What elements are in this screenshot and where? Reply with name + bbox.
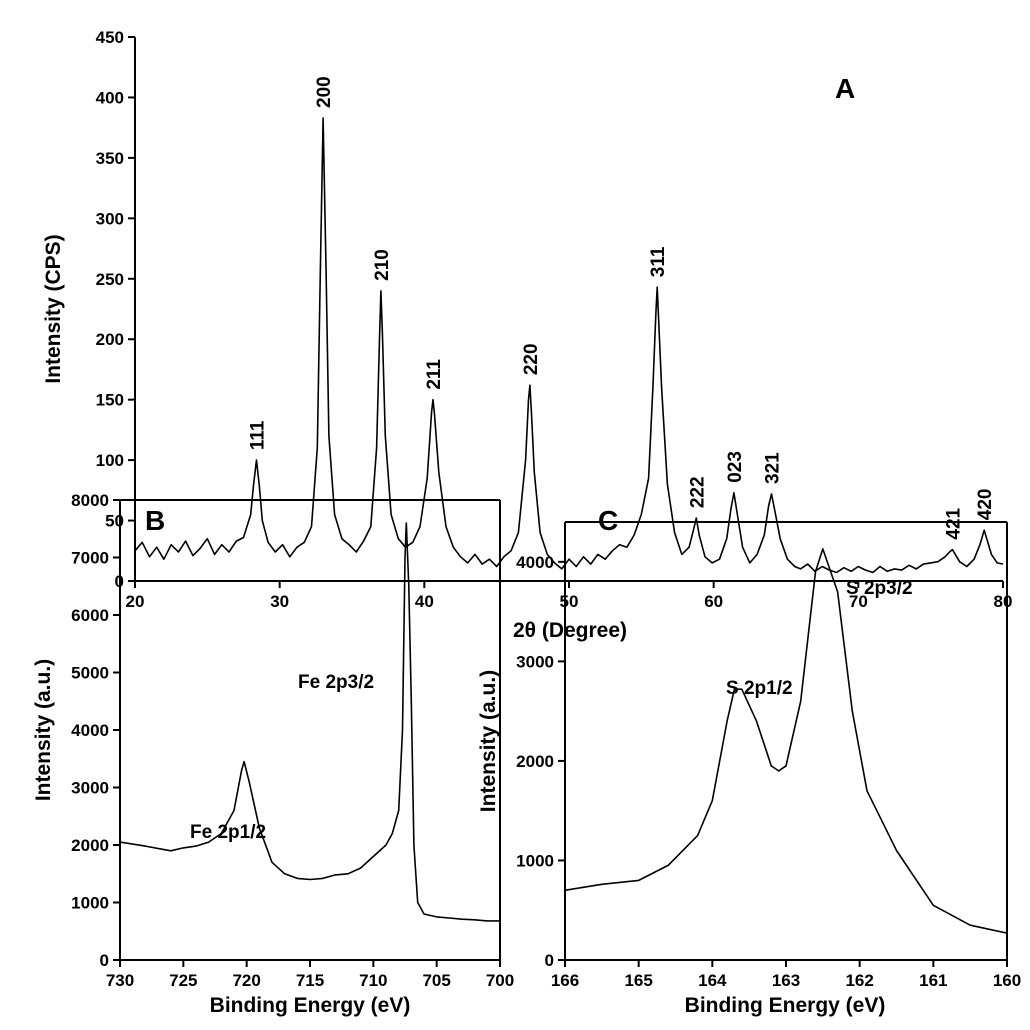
x-axis-label: Binding Energy (eV) — [685, 994, 886, 1017]
y-tick-label: 8000 — [71, 491, 109, 510]
y-tick-label: 4000 — [71, 721, 109, 740]
x-axis-label: Binding Energy (eV) — [210, 994, 411, 1017]
y-axis-label: Intensity (CPS) — [42, 234, 65, 383]
peak-label: 023 — [725, 451, 746, 483]
x-tick-label: 163 — [772, 971, 800, 990]
x-tick-label: 160 — [993, 971, 1021, 990]
x-tick-label: 710 — [359, 971, 387, 990]
data-line — [134, 117, 1004, 574]
x-tick-label: 80 — [994, 592, 1013, 611]
y-tick-label: 3000 — [71, 779, 109, 798]
x-tick-label: 70 — [849, 592, 868, 611]
y-tick-label: 0 — [100, 951, 109, 970]
y-tick-label: 250 — [96, 270, 124, 289]
panel-label: C — [598, 505, 618, 536]
x-tick-label: 50 — [560, 592, 579, 611]
y-tick-label: 0 — [545, 951, 554, 970]
y-tick-label: 150 — [96, 391, 124, 410]
x-tick-label: 730 — [106, 971, 134, 990]
x-tick-label: 40 — [415, 592, 434, 611]
peak-label: 220 — [521, 343, 542, 375]
y-tick-label: 3000 — [516, 652, 554, 671]
y-axis-label: Intensity (a.u.) — [32, 659, 55, 801]
x-tick-label: 60 — [704, 592, 723, 611]
x-tick-label: 161 — [919, 971, 947, 990]
y-tick-label: 200 — [96, 330, 124, 349]
x-tick-label: 705 — [422, 971, 450, 990]
x-tick-label: 164 — [698, 971, 727, 990]
peak-label: 222 — [687, 476, 708, 508]
peak-label: 200 — [314, 76, 335, 108]
y-tick-label: 2000 — [71, 836, 109, 855]
peak-label: 420 — [975, 489, 996, 521]
y-tick-label: 7000 — [71, 549, 109, 568]
y-tick-label: 300 — [96, 209, 124, 228]
y-tick-label: 350 — [96, 149, 124, 168]
peak-label: 321 — [763, 452, 784, 484]
y-tick-label: 1000 — [71, 894, 109, 913]
peak-label: 311 — [648, 246, 669, 277]
y-tick-label: 100 — [96, 451, 124, 470]
panel-label: A — [835, 73, 855, 104]
data-line — [119, 522, 500, 922]
peak-label: 211 — [424, 359, 445, 390]
x-tick-label: 20 — [126, 592, 145, 611]
peak-label: 421 — [943, 507, 964, 539]
data-line — [564, 548, 1008, 934]
x-tick-label: 715 — [296, 971, 324, 990]
x-tick-label: 725 — [169, 971, 197, 990]
peak-label: S 2p3/2 — [846, 578, 913, 599]
x-axis-label: 2θ (Degree) — [513, 619, 627, 642]
peak-label: 210 — [372, 249, 393, 281]
x-tick-label: 30 — [270, 592, 289, 611]
x-tick-label: 700 — [486, 971, 514, 990]
peak-label: Fe 2p1/2 — [190, 822, 266, 843]
x-tick-label: 166 — [551, 971, 579, 990]
x-tick-label: 165 — [624, 971, 652, 990]
y-tick-label: 1000 — [516, 851, 554, 870]
y-tick-label: 2000 — [516, 752, 554, 771]
y-tick-label: 50 — [105, 512, 124, 531]
y-axis-label: Intensity (a.u.) — [477, 670, 500, 812]
y-tick-label: 6000 — [71, 606, 109, 625]
panel-label: B — [145, 505, 165, 536]
peak-label: 111 — [248, 420, 269, 450]
y-tick-label: 5000 — [71, 664, 109, 683]
x-tick-label: 720 — [232, 971, 260, 990]
y-tick-label: 450 — [96, 28, 124, 47]
peak-label: Fe 2p3/2 — [298, 672, 374, 693]
peak-label: S 2p1/2 — [726, 678, 793, 699]
x-tick-label: 162 — [845, 971, 873, 990]
y-tick-label: 4000 — [516, 553, 554, 572]
y-tick-label: 400 — [96, 88, 124, 107]
